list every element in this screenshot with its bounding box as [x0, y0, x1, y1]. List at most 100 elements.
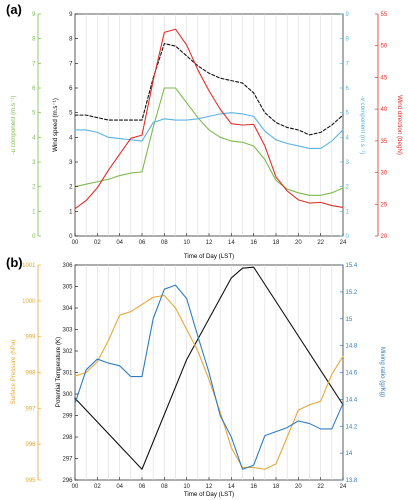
panel-a-ytick-label-v: 9	[346, 12, 350, 18]
panel-a-ytick-label-u: 0	[32, 234, 36, 240]
panel-a-xtick-label: 16	[250, 240, 257, 246]
panel-a-xtick-label: 24	[340, 240, 347, 246]
panel-a-ytick-label-u: 5	[32, 111, 36, 117]
panel-a-xtick-label: 18	[273, 240, 280, 246]
panel-a-xtick-label: 14	[228, 240, 235, 246]
panel-b-xtick-label: 12	[206, 484, 213, 490]
panel-a-ytick-label-wdir: 35	[381, 139, 388, 145]
panel-a-ytick-label-ws: 7	[69, 61, 73, 67]
panel-a-ytick-label-ws: 4	[69, 135, 73, 141]
panel-b-ytick-label-sp: 998	[25, 371, 36, 377]
panel-a-ytick-label-ws: 5	[69, 111, 73, 117]
panel-a-grid	[85, 14, 333, 236]
panel-a-series	[74, 28, 344, 210]
panel-b-xtick-label: 02	[94, 484, 101, 490]
panel-a-series-u	[74, 87, 344, 196]
panel-a-ytick-label-v: 8	[346, 37, 350, 43]
panel-b-label: (b)	[6, 255, 23, 270]
panel-b-xtick-label: 14	[228, 484, 235, 490]
panel-b-xtick-label: 04	[116, 484, 123, 490]
panel-a-ytick-label-u: 8	[32, 37, 36, 43]
panel-b-ytick-label-sp: 1001	[22, 263, 36, 269]
panel-a-ytick-label-wdir: 55	[381, 12, 388, 18]
panel-a-xtick-label: 00	[72, 240, 79, 246]
panel-a-xtick-label: 06	[139, 240, 146, 246]
panel-b-ytick-label-pt: 305	[62, 285, 73, 291]
panel-b-ytick-label-pt: 306	[62, 263, 73, 269]
panel-b-ytick-label-sp: 996	[25, 442, 36, 448]
panel-b-ylabel-pt: Potential Temperature (K)	[55, 337, 62, 407]
panel-b-ytick-label-mr: 14	[346, 451, 353, 457]
panel-b-xlabel: Time of Day (LST)	[184, 491, 234, 498]
panel-b-xtick-label: 16	[250, 484, 257, 490]
panel-a-ytick-label-u: 4	[32, 135, 36, 141]
panel-b-axes: 00 02 04 06 08 10 12 14 16 18 20 22 24 296 297 298 299 30…	[22, 263, 358, 490]
panel-b-ytick-label-pt: 301	[62, 371, 73, 377]
panel-a-series-v	[74, 112, 344, 149]
panel-b-ytick-label-pt: 296	[62, 478, 73, 484]
panel-a: (a) 00 02 04 06 08 10 12 14 16 18 20 22 240123456789…	[6, 2, 403, 260]
panel-b-ytick-label-pt: 300	[62, 392, 73, 398]
panel-a-ytick-label-v: 0	[346, 234, 350, 240]
panel-a-ytick-label-u: 1	[32, 209, 36, 215]
panel-b-series-mr	[74, 284, 344, 470]
panel-b-series-pt	[74, 266, 344, 470]
panel-a-ytick-label-ws: 0	[69, 234, 73, 240]
panel-a-axes: 00 02 04 06 08 10 12 14 16 18 20 22 2401234567890123…	[32, 12, 388, 246]
panel-a-xtick-label: 02	[94, 240, 101, 246]
panel-a-xtick-label: 04	[116, 240, 123, 246]
panel-a-xtick-label: 08	[161, 240, 168, 246]
panel-a-ytick-label-v: 3	[346, 160, 350, 166]
panel-a-ytick-label-ws: 9	[69, 12, 73, 18]
panel-a-ylabel-windspeed: Wind speed (m.s⁻¹)	[52, 98, 59, 152]
panel-b: (b) 00 02 04 06 08 10 12 14 16 18 20 22 24 296 297 298 2…	[6, 255, 386, 498]
panel-b-xtick-label: 06	[139, 484, 146, 490]
panel-a-ytick-label-u: 6	[32, 86, 36, 92]
panel-b-ytick-label-pt: 303	[62, 328, 73, 334]
panel-a-ytick-label-v: 5	[346, 111, 350, 117]
panel-b-ytick-label-mr: 14.6	[346, 371, 358, 377]
panel-a-ytick-label-wdir: 40	[381, 107, 388, 113]
panel-b-ytick-label-pt: 302	[62, 349, 73, 355]
panel-b-ylabel-mr: Mixing ratio (g/Kg)	[379, 347, 386, 397]
panel-a-ytick-label-v: 1	[346, 209, 350, 215]
panel-b-series-sp	[74, 294, 344, 470]
panel-b-ytick-label-pt: 298	[62, 435, 73, 441]
panel-b-ytick-label-mr: 15.4	[346, 263, 358, 269]
panel-b-ytick-label-sp: 995	[25, 478, 36, 484]
panel-b-ytick-label-mr: 14.8	[346, 344, 358, 350]
panel-a-xlabel: Time of Day (LST)	[184, 253, 234, 260]
panel-a-xtick-label: 10	[183, 240, 190, 246]
panel-a-ylabel-wdir: Wind direction (degN)	[396, 95, 403, 155]
panel-a-label: (a)	[6, 2, 22, 17]
panel-b-xtick-label: 10	[183, 484, 190, 490]
panel-a-ytick-label-u: 7	[32, 61, 36, 67]
panel-b-ylabel-sp: Surface Pressure (hPa)	[10, 340, 17, 405]
panel-a-ytick-label-v: 4	[346, 135, 350, 141]
panel-b-ytick-label-mr: 14.4	[346, 397, 358, 403]
panel-b-ytick-label-sp: 1000	[22, 299, 36, 305]
panel-a-series-wdir	[74, 28, 344, 210]
panel-a-ytick-label-v: 6	[346, 86, 350, 92]
panel-b-xtick-label: 08	[161, 484, 168, 490]
panel-a-ytick-label-wdir: 30	[381, 171, 388, 177]
panel-a-ytick-label-u: 2	[32, 185, 36, 191]
panel-b-ytick-label-mr: 15	[346, 317, 353, 323]
panel-a-ytick-label-ws: 3	[69, 160, 73, 166]
panel-a-xtick-label: 12	[206, 240, 213, 246]
panel-b-series	[74, 266, 344, 470]
panel-a-ytick-label-wdir: 50	[381, 44, 388, 50]
panel-b-xtick-label: 20	[295, 484, 302, 490]
panel-a-xtick-label: 20	[295, 240, 302, 246]
panel-b-ytick-label-pt: 304	[62, 306, 73, 312]
panel-a-ylabel-u: -u component (m.s⁻¹)	[10, 96, 17, 155]
panel-b-ytick-label-pt: 299	[62, 414, 73, 420]
panel-b-ytick-label-mr: 15.2	[346, 290, 358, 296]
panel-a-ytick-label-wdir: 20	[381, 234, 388, 240]
panel-b-ytick-label-sp: 999	[25, 335, 36, 341]
panel-b-ytick-label-sp: 997	[25, 406, 36, 412]
panel-a-ytick-label-wdir: 45	[381, 75, 388, 81]
panel-a-ytick-label-v: 7	[346, 61, 350, 67]
panel-a-xtick-label: 22	[317, 240, 324, 246]
